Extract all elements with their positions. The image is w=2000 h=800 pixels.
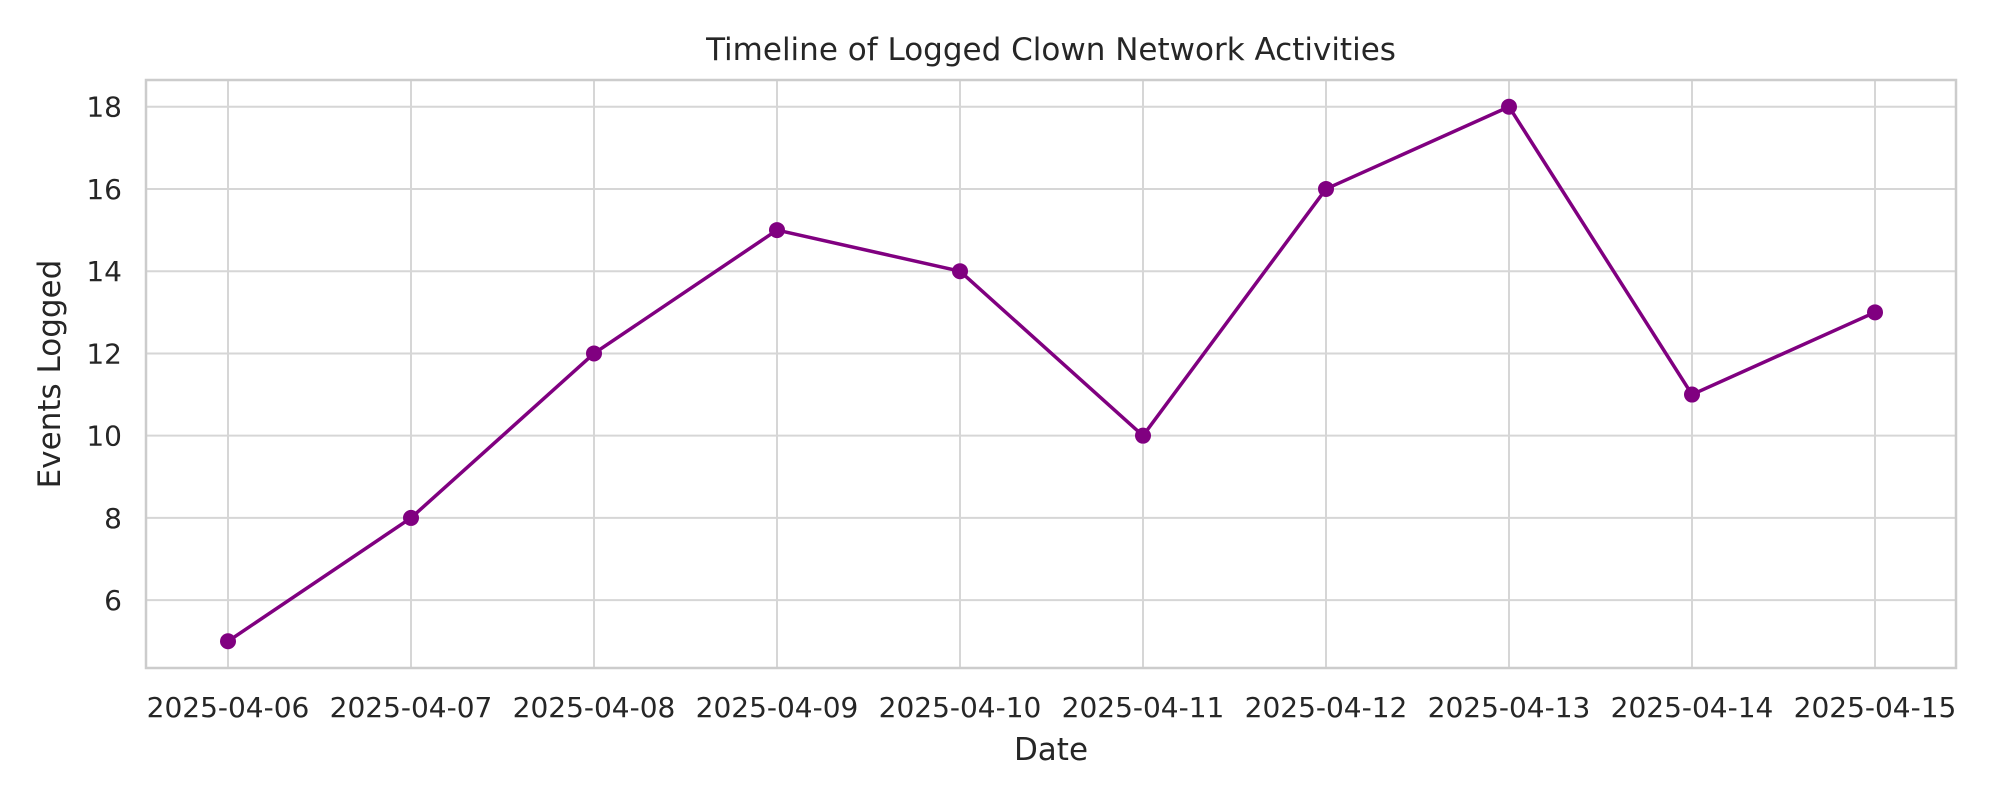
y-tick-label: 16 — [86, 173, 122, 206]
data-point — [769, 222, 785, 239]
x-tick-label: 2025-04-09 — [696, 691, 859, 724]
data-point — [403, 509, 419, 526]
data-point — [1318, 180, 1334, 197]
y-tick-label: 10 — [86, 420, 122, 453]
x-tick-label: 2025-04-10 — [879, 691, 1042, 724]
y-axis-ticks: 6 8 10 12 14 16 18 — [86, 91, 122, 617]
chart-title: Timeline of Logged Clown Network Activit… — [705, 32, 1396, 68]
y-tick-label: 8 — [104, 502, 122, 535]
x-tick-label: 2025-04-06 — [147, 691, 310, 724]
data-point — [220, 633, 236, 650]
x-axis-label: Date — [1014, 732, 1088, 768]
x-axis-ticks: 2025-04-06 2025-04-07 2025-04-08 2025-04-09… — [147, 691, 1957, 724]
series-group — [220, 98, 1883, 650]
x-tick-label: 2025-04-13 — [1428, 691, 1591, 724]
x-tick-label: 2025-04-15 — [1794, 691, 1957, 724]
x-tick-label: 2025-04-12 — [1245, 691, 1408, 724]
x-tick-label: 2025-04-14 — [1611, 691, 1774, 724]
data-point — [1135, 427, 1151, 444]
plot-frame — [144, 78, 1958, 670]
y-tick-label: 6 — [104, 584, 122, 617]
data-point — [1501, 98, 1517, 115]
data-point — [586, 345, 602, 362]
data-point — [1684, 386, 1700, 403]
x-tick-label: 2025-04-08 — [513, 691, 676, 724]
series-line — [226, 104, 1877, 644]
y-axis-label: Events Logged — [32, 260, 68, 489]
data-point — [1867, 304, 1883, 321]
y-tick-label: 12 — [86, 337, 122, 370]
x-tick-label: 2025-04-11 — [1062, 691, 1225, 724]
data-point — [952, 263, 968, 280]
y-tick-label: 14 — [86, 255, 122, 288]
y-tick-label: 18 — [86, 91, 122, 124]
x-tick-label: 2025-04-07 — [330, 691, 493, 724]
